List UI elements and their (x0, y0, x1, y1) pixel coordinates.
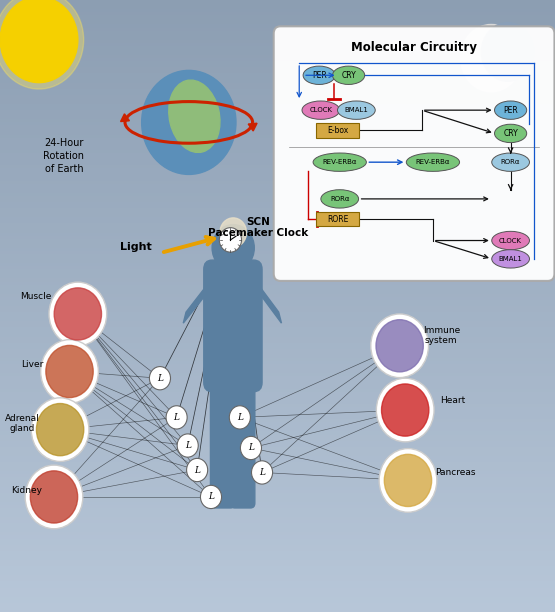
Text: L: L (194, 466, 200, 474)
Text: L: L (174, 413, 180, 422)
Polygon shape (183, 278, 212, 323)
Text: Immune
system: Immune system (423, 326, 460, 345)
Circle shape (142, 70, 236, 174)
Ellipse shape (321, 190, 359, 208)
Ellipse shape (302, 101, 340, 119)
Text: RORα: RORα (330, 196, 350, 202)
Text: Pancreas: Pancreas (435, 468, 476, 477)
Text: RORE: RORE (327, 215, 348, 223)
Text: Adrenal
gland: Adrenal gland (5, 414, 40, 433)
Circle shape (481, 23, 534, 81)
Circle shape (0, 0, 84, 89)
Ellipse shape (495, 124, 527, 143)
Circle shape (25, 465, 83, 529)
Text: REV-ERBα: REV-ERBα (322, 159, 357, 165)
Text: BMAL1: BMAL1 (499, 256, 523, 262)
Circle shape (186, 458, 208, 482)
Text: REV-ERBα: REV-ERBα (416, 159, 450, 165)
Text: Molecular Circuitry: Molecular Circuitry (351, 40, 477, 54)
Text: E-box: E-box (327, 126, 348, 135)
Circle shape (149, 367, 170, 390)
Circle shape (376, 378, 434, 442)
Circle shape (219, 228, 241, 252)
Circle shape (177, 434, 198, 457)
Text: Kidney: Kidney (11, 487, 42, 495)
Circle shape (381, 384, 429, 436)
Ellipse shape (492, 231, 529, 250)
Text: CLOCK: CLOCK (499, 237, 522, 244)
FancyArrow shape (120, 114, 129, 122)
Circle shape (49, 282, 107, 346)
Circle shape (220, 218, 246, 247)
Text: CRY: CRY (341, 71, 356, 80)
FancyBboxPatch shape (274, 26, 554, 281)
FancyBboxPatch shape (204, 260, 262, 392)
Ellipse shape (169, 80, 220, 152)
Text: PER: PER (503, 106, 518, 114)
Circle shape (54, 288, 102, 340)
Text: L: L (185, 441, 191, 450)
Circle shape (371, 314, 428, 378)
Text: Liver: Liver (21, 360, 43, 368)
Circle shape (212, 225, 254, 271)
Ellipse shape (406, 153, 460, 171)
FancyBboxPatch shape (316, 212, 359, 226)
Circle shape (31, 471, 78, 523)
Text: Heart: Heart (440, 397, 465, 405)
FancyArrow shape (248, 123, 257, 131)
Text: BMAL1: BMAL1 (345, 107, 369, 113)
Circle shape (240, 436, 261, 460)
FancyBboxPatch shape (230, 377, 255, 508)
Ellipse shape (337, 101, 375, 119)
Text: CRY: CRY (503, 129, 518, 138)
Ellipse shape (313, 153, 366, 171)
Circle shape (379, 449, 437, 512)
Circle shape (37, 403, 84, 456)
Circle shape (229, 406, 250, 429)
FancyBboxPatch shape (210, 377, 235, 508)
Circle shape (384, 454, 432, 507)
Text: PER: PER (312, 71, 326, 80)
Text: L: L (157, 374, 163, 382)
Circle shape (461, 24, 522, 92)
Circle shape (31, 398, 89, 461)
Circle shape (41, 340, 98, 403)
Text: L: L (237, 413, 243, 422)
Circle shape (376, 319, 423, 372)
Ellipse shape (492, 250, 529, 268)
Text: L: L (259, 468, 265, 477)
Ellipse shape (332, 66, 365, 84)
Circle shape (166, 406, 187, 429)
Circle shape (46, 345, 93, 398)
Circle shape (0, 0, 78, 83)
FancyBboxPatch shape (316, 123, 359, 138)
Polygon shape (254, 278, 281, 323)
Ellipse shape (495, 101, 527, 119)
Text: SCN
Pacemaker Clock: SCN Pacemaker Clock (208, 217, 308, 239)
Text: CLOCK: CLOCK (309, 107, 332, 113)
Text: L: L (248, 444, 254, 452)
Text: Light: Light (120, 242, 152, 252)
Circle shape (251, 461, 273, 484)
Text: L: L (208, 493, 214, 501)
Text: Muscle: Muscle (21, 293, 52, 301)
Circle shape (200, 485, 221, 509)
Text: 24-Hour
Rotation
of Earth: 24-Hour Rotation of Earth (43, 138, 84, 174)
Ellipse shape (303, 66, 335, 84)
Ellipse shape (492, 153, 529, 171)
Text: RORα: RORα (501, 159, 521, 165)
FancyBboxPatch shape (225, 257, 241, 274)
